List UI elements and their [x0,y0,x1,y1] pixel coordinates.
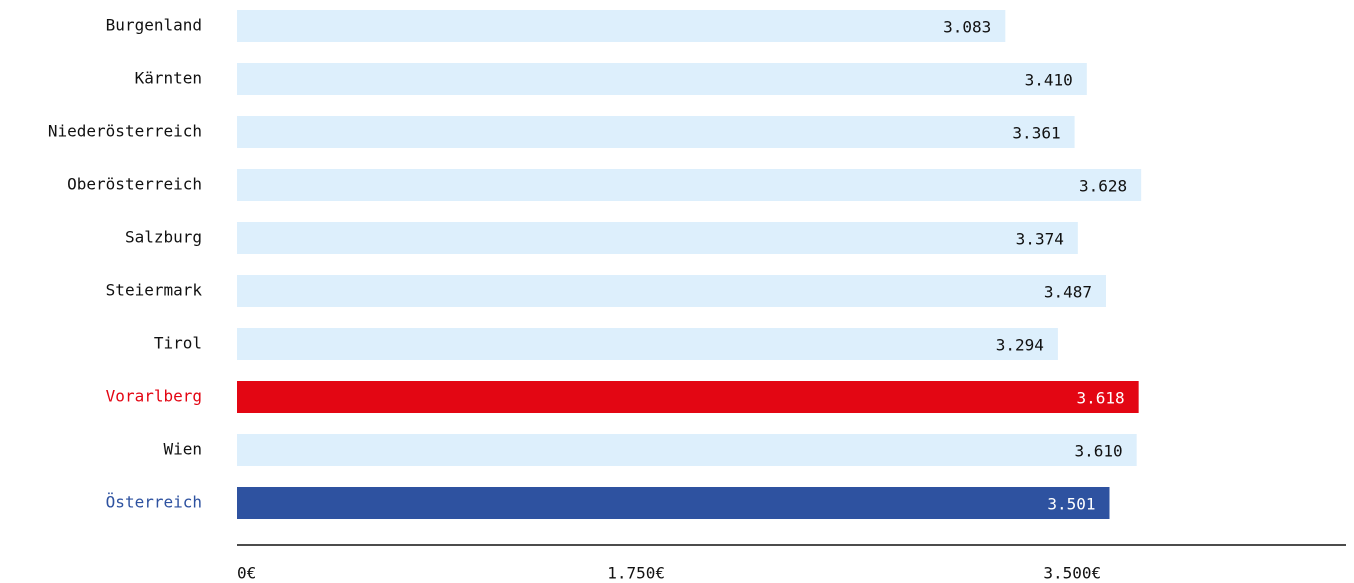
category-label: Österreich [106,493,202,512]
x-tick-label: 0€ [237,564,256,583]
category-label: Oberösterreich [67,175,202,194]
value-label: 3.410 [1025,71,1073,90]
bar [237,10,1006,42]
x-tick-label: 1.750€ [607,564,665,583]
value-label: 3.618 [1076,389,1124,408]
value-label: 3.361 [1012,124,1060,143]
category-label: Burgenland [106,16,202,35]
value-label: 3.294 [996,336,1044,355]
bar [237,116,1075,148]
category-label: Vorarlberg [106,387,202,406]
bar [237,222,1078,254]
bar [237,381,1139,413]
value-label: 3.628 [1079,177,1127,196]
bar [237,328,1058,360]
bar [237,487,1110,519]
bar [237,63,1087,95]
category-label: Salzburg [125,228,202,247]
category-label: Steiermark [106,281,203,300]
value-label: 3.083 [943,18,991,37]
value-label: 3.374 [1016,230,1064,249]
value-label: 3.487 [1044,283,1092,302]
bar [237,275,1107,307]
category-label: Wien [163,440,202,459]
category-label: Kärnten [135,69,202,88]
x-tick-label: 3.500€ [1043,564,1101,583]
value-label: 3.501 [1047,495,1095,514]
value-label: 3.610 [1074,442,1122,461]
category-label: Niederösterreich [48,122,202,141]
category-label: Tirol [154,334,202,353]
bar [237,169,1142,201]
bar [237,434,1137,466]
